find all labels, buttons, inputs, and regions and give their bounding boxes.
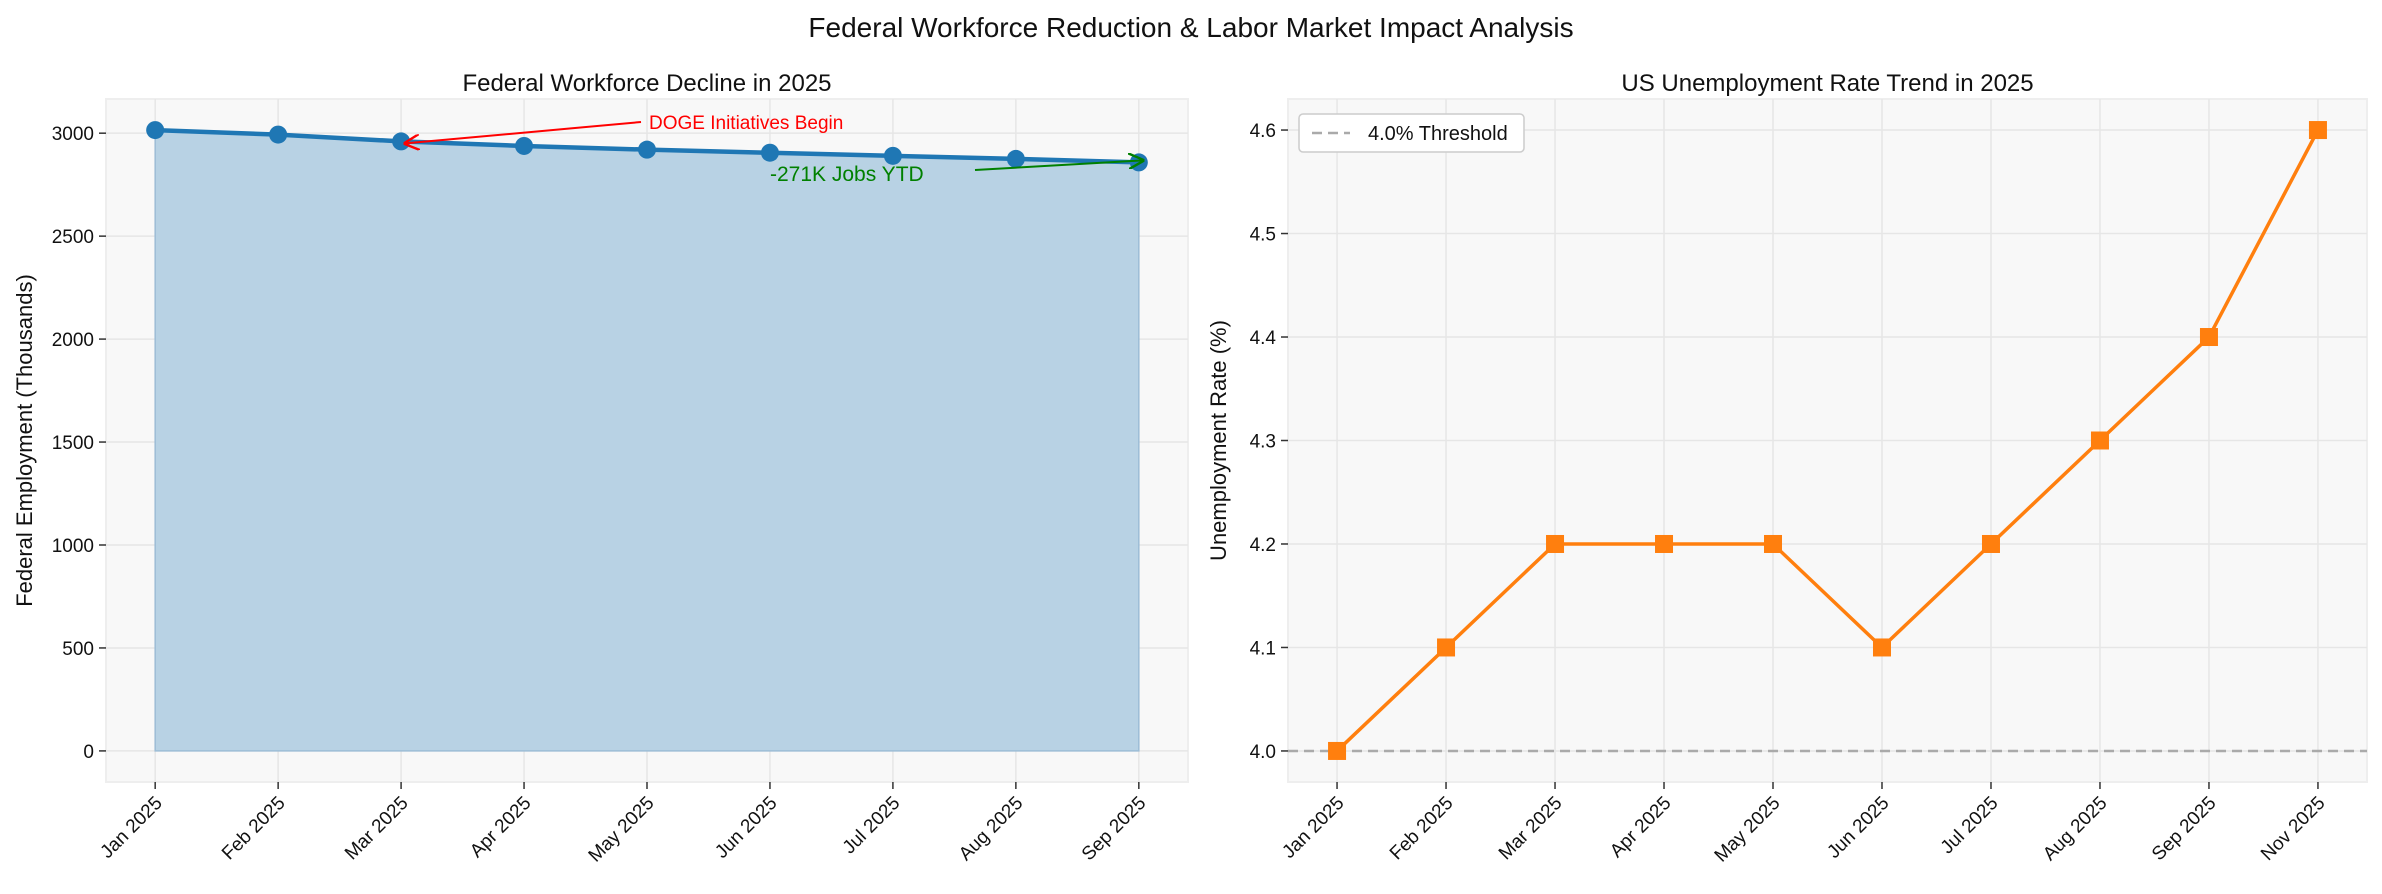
data-point[interactable] (146, 121, 165, 140)
chart-2: 4.0 4.1 4.2 4.3 4.4 4.5 4.6 Jan 2025 Feb 2025 Mar… (1206, 70, 2368, 867)
data-point[interactable] (638, 140, 656, 159)
y-tick-label: 1000 (52, 536, 94, 557)
y-tick-label: 4.2 (1250, 535, 1276, 556)
x-tick-label: Apr 2025 (466, 793, 535, 862)
x-tick-label: Nov 2025 (2257, 793, 2329, 865)
x-tick-label: Mar 2025 (1495, 793, 1567, 865)
x-tick-label: Jan 2025 (1278, 793, 1348, 863)
x-tick-label: Aug 2025 (2039, 793, 2111, 865)
x-tick-label: Jul 2025 (839, 793, 905, 859)
x-tick-label: Feb 2025 (1386, 793, 1458, 865)
data-point[interactable] (1872, 638, 1891, 657)
series-line (1335, 129, 2320, 753)
data-point[interactable] (760, 143, 779, 162)
x-tick-label: Sep 2025 (2148, 793, 2220, 865)
data-point[interactable] (2199, 328, 2218, 347)
data-point[interactable] (1981, 534, 2000, 553)
y-tick-label: 4.1 (1250, 638, 1276, 659)
chart-title: Federal Workforce Decline in 2025 (462, 70, 831, 97)
area-fill (154, 129, 1140, 752)
chart-1: 0 500 1000 1500 2000 2500 3000 Jan 2025 Feb 2025… (12, 70, 1189, 867)
x-tick-label: Apr 2025 (1606, 793, 1675, 862)
data-point[interactable] (1328, 741, 1347, 760)
y-tick-label: 3000 (52, 124, 94, 145)
y-tick-label: 4.5 (1250, 225, 1276, 246)
legend: 4.0% Threshold (1298, 113, 1525, 153)
x-tick-label: Aug 2025 (955, 793, 1027, 865)
figure-title: Federal Workforce Reduction & Labor Mark… (808, 12, 1573, 43)
annotation-label: DOGE Initiatives Begin (649, 113, 843, 134)
legend-box (1298, 113, 1525, 153)
data-point[interactable] (1437, 638, 1456, 657)
data-point[interactable] (2308, 121, 2327, 140)
x-tick-label: Jan 2025 (97, 793, 167, 863)
annotation-arrow (405, 121, 642, 143)
y-axis-label: Unemployment Rate (%) (1206, 320, 1231, 561)
annotation-label: -271K Jobs YTD (770, 163, 924, 186)
x-tick-label: Mar 2025 (341, 793, 413, 865)
y-axis-label: Federal Employment (Thousands) (12, 274, 37, 607)
annotation-arrow (974, 160, 1143, 171)
y-tick-label: 2500 (52, 227, 94, 248)
x-tick-label: Sep 2025 (1078, 793, 1150, 865)
data-point[interactable] (1006, 149, 1025, 168)
y-tick-label: 4.6 (1250, 121, 1276, 142)
data-point[interactable] (1655, 534, 1674, 553)
data-point[interactable] (269, 125, 288, 144)
y-tick-label: 4.3 (1250, 432, 1276, 453)
data-point[interactable] (515, 136, 534, 155)
y-tick-label: 1500 (52, 433, 94, 454)
data-point[interactable] (2090, 431, 2109, 450)
legend-label: 4.0% Threshold (1368, 123, 1508, 145)
y-tick-label: 500 (62, 639, 94, 660)
x-tick-label: Jun 2025 (1823, 793, 1893, 863)
x-tick-label: May 2025 (1711, 793, 1785, 867)
data-point[interactable] (883, 146, 902, 165)
x-tick-label: Jul 2025 (1937, 793, 2003, 859)
y-tick-label: 4.0 (1250, 742, 1276, 763)
chart-title: US Unemployment Rate Trend in 2025 (1621, 70, 2033, 97)
data-point[interactable] (1546, 534, 1565, 553)
y-tick-label: 2000 (52, 330, 94, 351)
data-point[interactable] (1129, 153, 1148, 172)
x-tick-label: May 2025 (585, 793, 659, 867)
y-tick-label: 4.4 (1250, 328, 1277, 349)
x-tick-label: Jun 2025 (711, 793, 781, 863)
data-point[interactable] (392, 132, 411, 151)
data-point[interactable] (1764, 534, 1783, 553)
y-tick-label: 0 (83, 742, 94, 763)
x-tick-label: Feb 2025 (218, 793, 290, 865)
